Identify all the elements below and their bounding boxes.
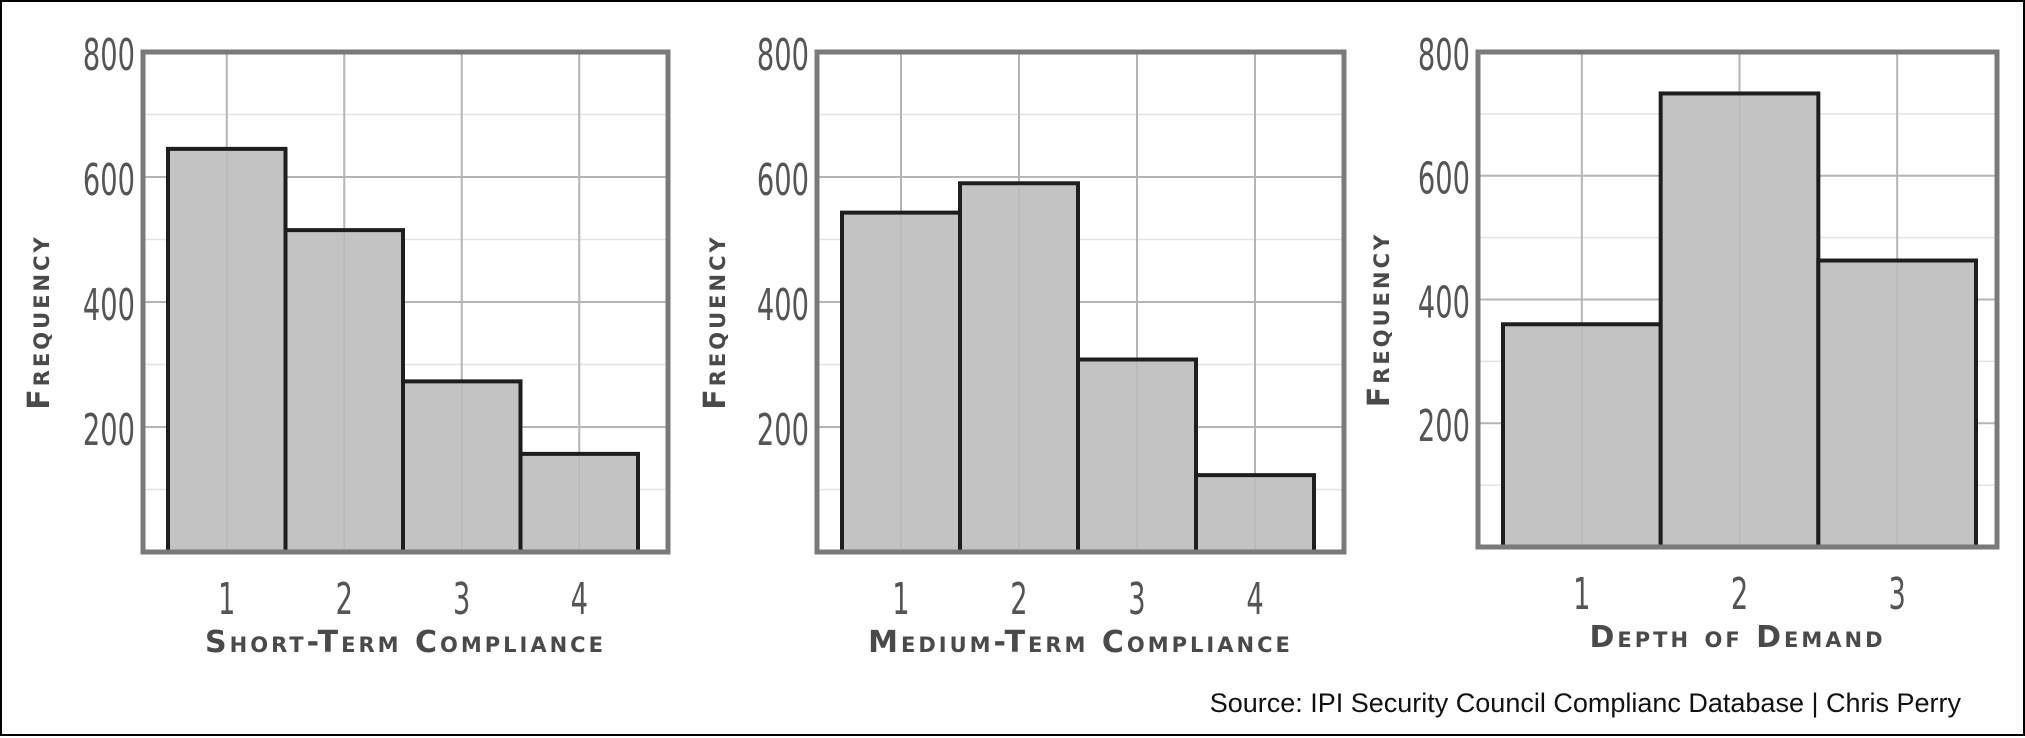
panel-border [1475, 49, 2000, 550]
x-tick-label: 3 [1888, 568, 1905, 620]
x-tick-label: 2 [1010, 573, 1027, 625]
x-axis-title: Medium-Term Compliance [868, 625, 1293, 660]
x-tick-label: 2 [1731, 568, 1748, 620]
y-tick-label: 200 [757, 404, 809, 456]
x-tick-label: 2 [336, 573, 353, 625]
panel-border [814, 49, 1347, 555]
y-tick-label: 200 [1418, 400, 1470, 452]
y-tick-label: 600 [83, 154, 135, 206]
y-axis-title: Frequency [22, 234, 57, 409]
x-tick-label: 1 [1573, 568, 1590, 620]
y-tick-label: 400 [757, 279, 809, 331]
x-axis-title: Depth of Demand [1589, 620, 1885, 655]
y-tick-label: 600 [757, 154, 809, 206]
y-tick-label: 200 [83, 404, 135, 456]
x-axis-title: Short-Term Compliance [205, 625, 606, 660]
x-tick-label: 4 [1246, 573, 1263, 625]
y-tick-label: 600 [1418, 153, 1470, 205]
x-tick-label: 4 [571, 573, 588, 625]
x-tick-label: 3 [1128, 573, 1145, 625]
x-tick-label: 1 [892, 573, 909, 625]
panel-border [140, 49, 671, 555]
x-tick-label: 1 [218, 573, 235, 625]
x-tick-label: 3 [453, 573, 470, 625]
y-tick-label: 800 [1418, 29, 1470, 81]
y-tick-label: 400 [1418, 277, 1470, 329]
y-axis-title: Frequency [698, 234, 733, 409]
y-tick-label: 800 [757, 29, 809, 81]
y-tick-label: 400 [83, 279, 135, 331]
y-tick-label: 800 [83, 29, 135, 81]
y-axis-title: Frequency [1362, 232, 1397, 407]
source-caption: Source: IPI Security Council Complianc D… [1209, 688, 1961, 718]
